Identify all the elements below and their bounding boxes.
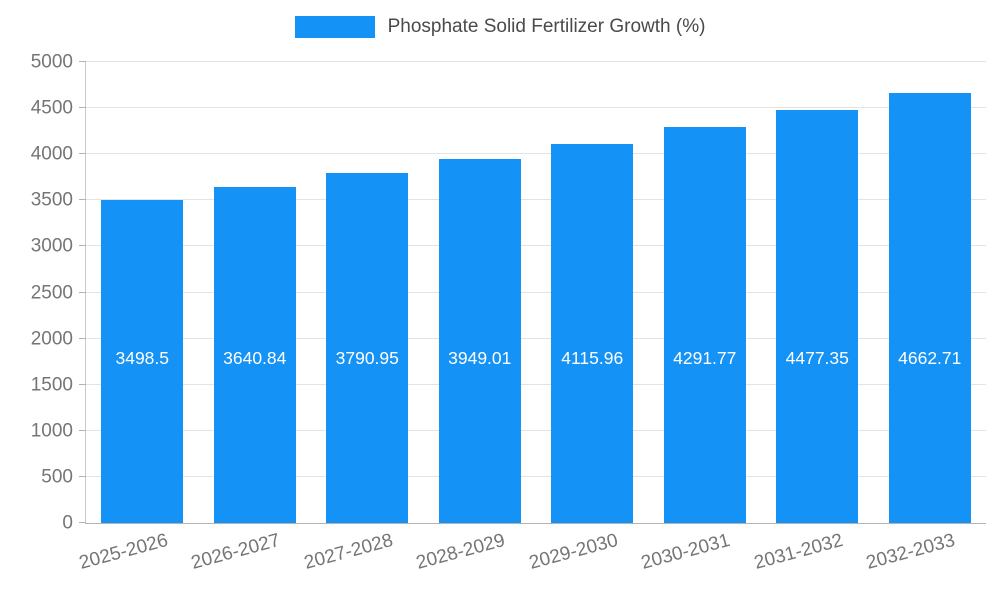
y-tick-mark — [79, 522, 86, 523]
y-tick-mark — [79, 475, 86, 477]
x-axis: 2025-2026 2026-2027 2027-2028 2028-2029 2029… — [77, 523, 987, 593]
bar-slot: 3790.95 — [311, 62, 424, 523]
bar-2031-2032[interactable]: 4477.35 — [776, 110, 859, 523]
y-tick-label: 0 — [62, 512, 73, 534]
bar-slot: 3949.01 — [424, 62, 537, 523]
bar-value-label: 3498.5 — [115, 347, 170, 368]
gridline — [86, 199, 986, 201]
y-tick-mark — [79, 429, 86, 431]
bars-layer: 3498.5 3640.84 3790.95 3949.01 4115.96 4291.7… — [86, 62, 986, 523]
y-tick-label: 2000 — [30, 328, 73, 350]
gridline — [86, 429, 986, 431]
x-label-slot: 2029-2030 — [527, 523, 649, 593]
gridline — [86, 61, 986, 62]
gridline — [86, 245, 986, 247]
y-tick-label: 1500 — [30, 374, 73, 396]
x-label-slot: 2030-2031 — [639, 523, 762, 593]
x-tick-label: 2025-2026 — [76, 529, 171, 574]
y-tick-mark — [79, 291, 86, 293]
bar-slot: 4477.35 — [761, 62, 874, 523]
bar-value-label: 4662.71 — [898, 347, 962, 368]
x-label-slot: 2032-2033 — [864, 523, 987, 593]
gridline — [86, 337, 986, 339]
bar-value-label: 4477.35 — [785, 347, 849, 368]
x-tick-label: 2026-2027 — [189, 529, 283, 574]
bar-2032-2033[interactable]: 4662.71 — [888, 93, 971, 523]
y-tick-mark — [79, 383, 86, 385]
bar-slot: 4291.77 — [649, 62, 762, 523]
y-tick-mark — [79, 245, 86, 247]
x-label-slot: 2031-2032 — [752, 523, 874, 593]
y-tick-label: 4500 — [30, 97, 73, 119]
y-tick-label: 3500 — [30, 189, 73, 211]
gridline — [86, 291, 986, 293]
y-tick-mark — [79, 199, 86, 201]
bar-2028-2029[interactable]: 3949.01 — [438, 158, 521, 523]
gridline — [86, 383, 986, 385]
y-tick-label: 4000 — [30, 143, 73, 165]
plot-area: 0 500 1000 1500 2000 2500 3000 3500 4000 4500 5000… — [31, 53, 986, 574]
bar-slot: 4662.71 — [874, 62, 987, 523]
y-tick-label: 2500 — [30, 282, 73, 303]
y-tick-label: 3000 — [30, 235, 73, 257]
x-tick-label: 2027-2028 — [301, 529, 396, 574]
x-tick-label: 2032-2033 — [864, 529, 958, 574]
x-label-slot: 2025-2026 — [77, 523, 199, 593]
bar-slot: 3640.84 — [199, 62, 312, 523]
chart-legend[interactable]: Phosphate Solid Fertilizer Growth (%) — [0, 16, 1000, 38]
x-label-slot: 2027-2028 — [302, 523, 424, 593]
bar-2029-2030[interactable]: 4115.96 — [551, 143, 634, 523]
x-tick-label: 2031-2032 — [751, 529, 846, 574]
bar-2030-2031[interactable]: 4291.77 — [663, 127, 746, 523]
bar-value-label: 3790.95 — [335, 347, 399, 368]
gridline — [86, 153, 986, 155]
x-tick-label: 2030-2031 — [639, 529, 733, 574]
gridline — [86, 475, 986, 477]
bar-2025-2026[interactable]: 3498.5 — [101, 200, 184, 523]
bar-2026-2027[interactable]: 3640.84 — [213, 187, 296, 523]
chart-title: Phosphate Solid Fertilizer Growth (%) — [387, 16, 706, 37]
x-label-slot: 2028-2029 — [414, 523, 537, 593]
x-tick-label: 2029-2030 — [526, 529, 621, 574]
bar-value-label: 3640.84 — [223, 347, 287, 368]
legend-swatch — [294, 16, 375, 38]
y-tick-label: 500 — [41, 466, 73, 488]
y-tick-label: 1000 — [30, 420, 73, 442]
y-tick-mark — [79, 107, 86, 109]
gridline — [86, 107, 986, 109]
y-tick-mark — [79, 337, 86, 339]
x-label-slot: 2026-2027 — [189, 523, 312, 593]
bar-value-label: 4291.77 — [673, 347, 737, 368]
bar-2027-2028[interactable]: 3790.95 — [326, 173, 409, 523]
y-tick-mark — [79, 61, 86, 62]
x-tick-label: 2028-2029 — [414, 529, 508, 574]
bar-slot: 3498.5 — [86, 62, 199, 523]
bar-value-label: 4115.96 — [561, 347, 624, 368]
bar-slot: 4115.96 — [536, 62, 649, 523]
y-tick-label: 5000 — [30, 51, 73, 73]
bar-value-label: 3949.01 — [448, 347, 512, 368]
y-tick-mark — [79, 153, 86, 155]
